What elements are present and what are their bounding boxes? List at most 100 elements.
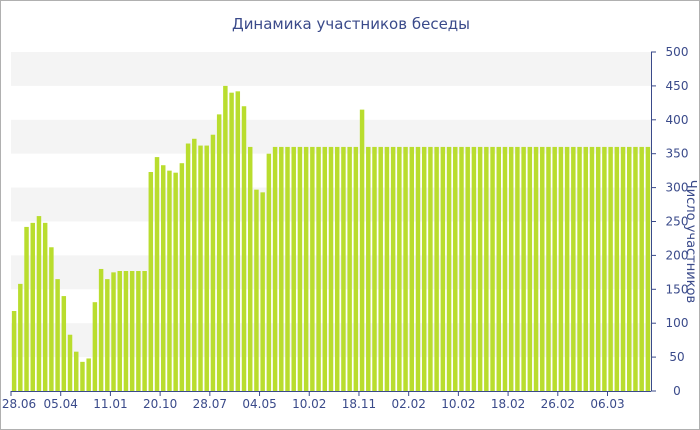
bar — [415, 146, 421, 391]
bar — [303, 146, 309, 391]
bars — [11, 85, 651, 392]
bar — [571, 146, 576, 391]
x-tick-label: 28.07 — [193, 397, 227, 411]
bar — [502, 146, 508, 391]
x-tick-label: 10.02 — [441, 397, 475, 411]
bar — [552, 146, 557, 391]
bar — [210, 134, 216, 391]
bar — [123, 270, 129, 391]
x-tick-label: 20.10 — [143, 397, 177, 411]
bar — [620, 146, 626, 391]
bar — [297, 146, 303, 391]
bar — [527, 146, 533, 391]
y-tick-label: 350 — [666, 147, 689, 161]
bar — [11, 310, 17, 391]
bar — [80, 361, 85, 391]
bar — [390, 146, 396, 391]
bar — [459, 146, 464, 391]
bar — [645, 146, 651, 391]
bar — [608, 146, 613, 391]
bar — [18, 283, 23, 391]
bar — [372, 146, 377, 391]
bar — [111, 272, 116, 391]
bar — [602, 146, 607, 391]
bar — [192, 138, 197, 391]
y-tick-label: 300 — [666, 181, 689, 195]
bar — [359, 109, 365, 391]
chart-title: Динамика участников беседы — [232, 15, 470, 33]
x-tick-label: 02.02 — [391, 397, 425, 411]
bar — [24, 226, 29, 391]
bar — [477, 146, 483, 391]
bar — [384, 146, 390, 391]
bar — [453, 146, 458, 391]
bar — [49, 247, 54, 391]
bar — [179, 163, 185, 391]
bar — [341, 146, 346, 391]
bar — [30, 222, 35, 391]
bar — [595, 146, 601, 391]
bar — [55, 279, 60, 391]
bar — [272, 146, 278, 391]
bar — [589, 146, 595, 391]
y-tick-label: 0 — [673, 384, 681, 398]
bar — [614, 146, 620, 391]
y-tick-label: 100 — [666, 316, 689, 330]
bar — [316, 146, 321, 391]
y-axis-label: Число участников — [683, 180, 698, 303]
bar — [403, 146, 408, 391]
bar — [291, 146, 296, 391]
y-tick-label: 50 — [669, 350, 684, 364]
bar — [98, 268, 104, 391]
bar — [36, 216, 42, 391]
bar — [397, 146, 402, 391]
bar — [583, 146, 588, 391]
bar — [279, 146, 284, 391]
x-tick-label: 18.11 — [342, 397, 376, 411]
bar — [440, 146, 446, 391]
bar — [167, 170, 172, 391]
x-tick-label: 06.03 — [590, 397, 624, 411]
bar — [136, 270, 141, 391]
bar — [577, 146, 582, 391]
bar — [496, 146, 502, 391]
bar — [117, 270, 122, 391]
bar — [334, 146, 340, 391]
bar — [129, 270, 135, 391]
bar — [229, 92, 234, 392]
bar — [627, 146, 632, 391]
bar — [328, 146, 334, 391]
bar — [421, 146, 427, 391]
bar — [484, 146, 489, 391]
bar — [198, 145, 203, 391]
bar — [266, 153, 272, 391]
bar — [446, 146, 452, 391]
bar — [490, 146, 495, 391]
bar — [173, 172, 178, 391]
bar — [310, 146, 315, 391]
y-tick-label: 250 — [666, 215, 689, 229]
bar — [148, 172, 154, 391]
x-tick-label: 18.02 — [491, 397, 525, 411]
bar — [154, 157, 160, 391]
bar — [521, 146, 526, 391]
bar — [260, 192, 265, 391]
bar — [67, 334, 73, 391]
bar — [223, 85, 228, 392]
bar — [241, 106, 247, 392]
bar — [74, 351, 79, 391]
bar — [185, 143, 191, 391]
bar — [540, 146, 545, 391]
y-tick-label: 400 — [666, 113, 689, 127]
bar — [247, 146, 253, 391]
bar — [471, 146, 477, 391]
bar — [142, 270, 147, 391]
y-tick-label: 500 — [666, 45, 689, 59]
x-tick-label: 04.05 — [242, 397, 276, 411]
bar — [564, 146, 570, 391]
x-tick-label: 28.06 — [2, 397, 36, 411]
bar — [409, 146, 415, 391]
y-axis-ticks: 0 50 100 150 200 250 300 350 400 450 500 — [651, 45, 688, 398]
